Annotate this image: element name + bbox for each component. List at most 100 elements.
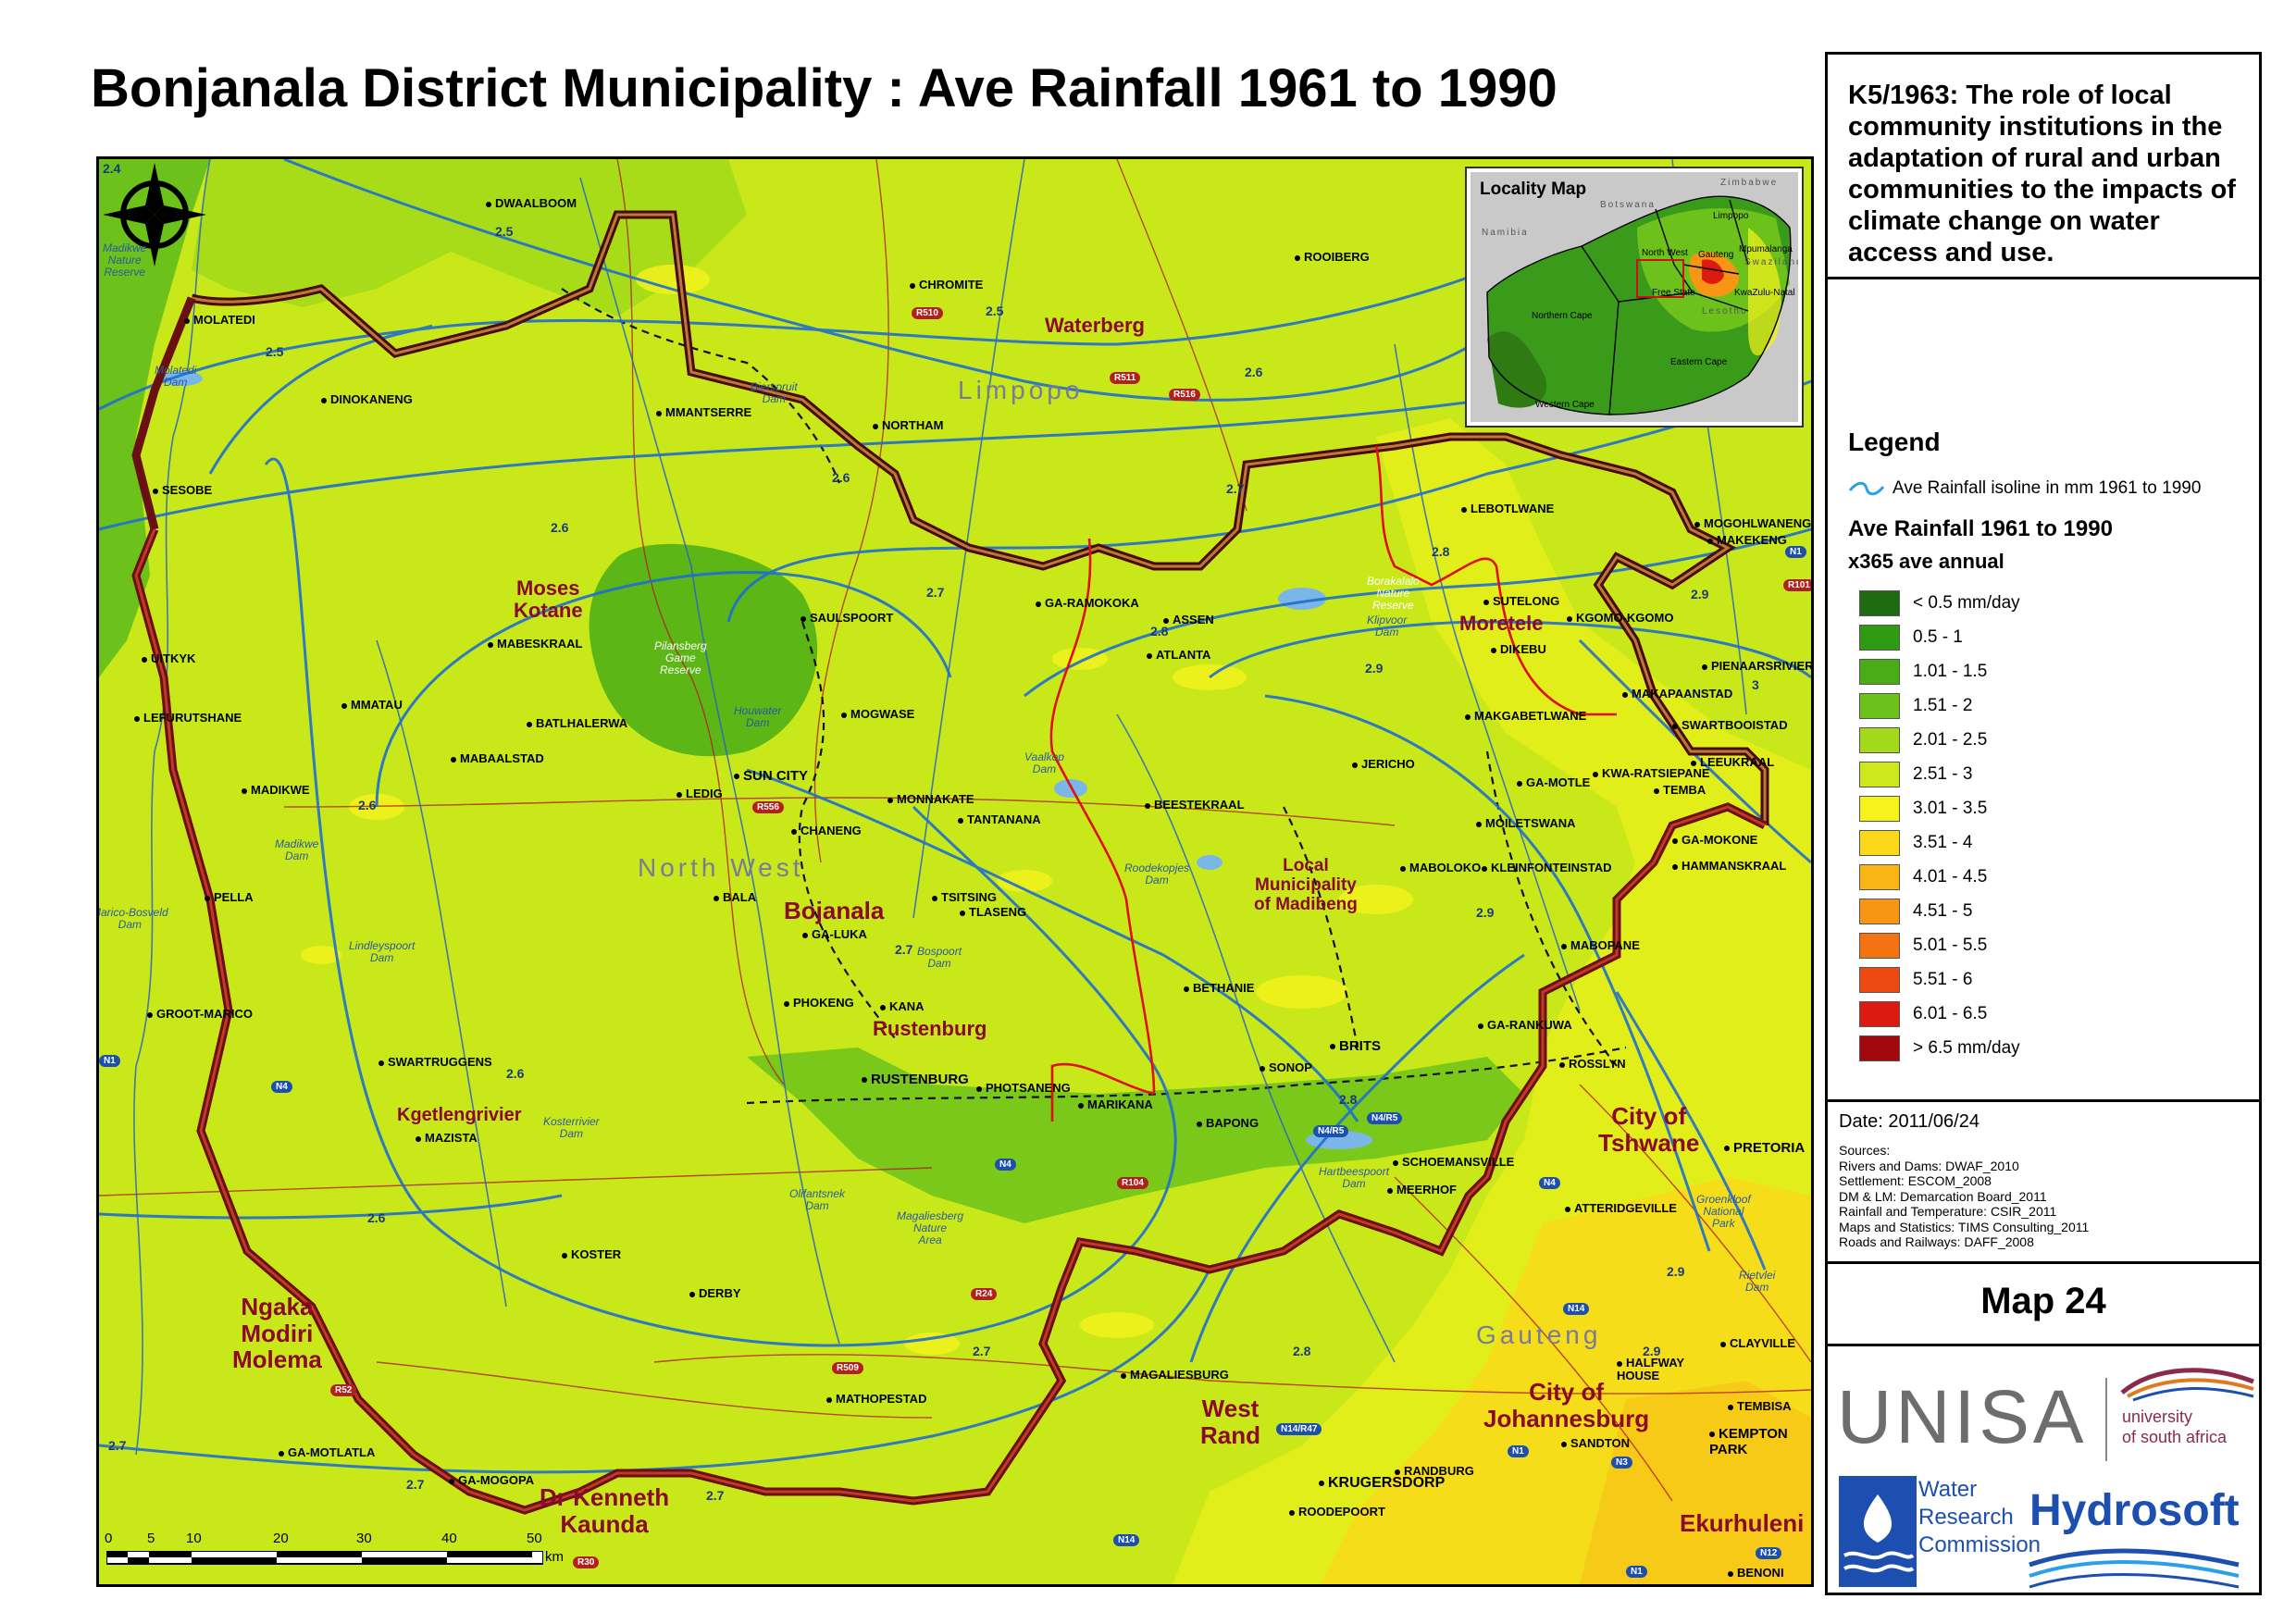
place-label: JERICHO	[1352, 757, 1415, 771]
legend-swatch	[1859, 830, 1900, 856]
isoline-label: 2.9	[1667, 1264, 1685, 1279]
place-label: KEMPTON PARK	[1709, 1426, 1788, 1457]
dam-label: Klipvoor Dam	[1367, 614, 1408, 639]
scale-bar: 0 5 10 20 30 40 50 km	[105, 1531, 564, 1577]
inset-label: Mpumalanga	[1739, 244, 1793, 254]
region-label: Moses Kotane	[514, 576, 583, 623]
legend-subtitle: Ave Rainfall 1961 to 1990	[1848, 516, 2113, 541]
place-label: MAKEKENG	[1707, 533, 1787, 547]
road-shield: N14	[1563, 1303, 1590, 1315]
place-label: ATTERIDGEVILLE	[1565, 1201, 1677, 1215]
isoline-label: 2.8	[1150, 624, 1169, 638]
region-label: Ekurhuleni	[1680, 1509, 1805, 1537]
hydrosoft-wave-icon	[2029, 1548, 2240, 1589]
unisa-swoosh-icon	[2120, 1368, 2254, 1402]
road-shield: R104	[1117, 1177, 1148, 1189]
region-label: City of Johannesburg	[1483, 1378, 1650, 1432]
legend-class-label: 1.01 - 1.5	[1913, 662, 1988, 682]
sources-list: Sources: Rivers and Dams: DWAF_2010 Sett…	[1839, 1143, 2089, 1250]
isoline-label: 2.5	[986, 304, 1004, 318]
legend-class-row: 5.01 - 5.5	[1859, 933, 1987, 962]
legend-class-row: 5.51 - 6	[1859, 967, 1972, 997]
place-label: PRETORIA	[1724, 1140, 1805, 1156]
isoline-label: 2.6	[367, 1210, 386, 1225]
place-label: CHROMITE	[910, 278, 983, 291]
map-frame[interactable]: Locality Map Botswana Namibia Zimbabwe L…	[96, 156, 1814, 1587]
region-label: Kgetlengrivier	[397, 1105, 522, 1125]
road-shield: N14	[1113, 1534, 1140, 1546]
legend-class-label: 1.51 - 2	[1913, 696, 1973, 716]
dam-label: Bospoort Dam	[917, 945, 962, 971]
isoline-label: 2.6	[551, 520, 569, 535]
legend-class-row: 3.51 - 4	[1859, 830, 1972, 860]
locality-inset-map[interactable]: Locality Map Botswana Namibia Zimbabwe L…	[1465, 167, 1804, 428]
place-label: GA-MOGOPA	[449, 1473, 534, 1487]
legend-class-label: 6.01 - 6.5	[1913, 1004, 1988, 1024]
place-label: DERBY	[689, 1286, 741, 1300]
legend-class-label: 4.51 - 5	[1913, 901, 1973, 922]
place-label: KGOMO-KGOMO	[1567, 611, 1673, 625]
wrc-logo-text: Water Research Commission	[1918, 1476, 2041, 1559]
road-shield: N4/R5	[1313, 1125, 1349, 1137]
legend-swatch	[1859, 625, 1900, 651]
legend-class-label: > 6.5 mm/day	[1913, 1038, 2020, 1059]
place-label: MABOPANE	[1561, 938, 1640, 952]
isoline-label: 2.7	[1226, 481, 1245, 496]
project-box: K5/1963: The role of local community ins…	[1828, 55, 2259, 279]
place-label: GA-RAMOKOKA	[1036, 596, 1139, 610]
place-label: BAPONG	[1197, 1116, 1259, 1130]
map-number-box: Map 24	[1828, 1264, 2259, 1346]
place-label: MMANTSERRE	[656, 405, 751, 419]
isoline-label: 2.6	[832, 470, 850, 485]
legend-heading: Legend	[1848, 428, 1941, 456]
place-label: HALFWAY HOUSE	[1617, 1356, 1685, 1383]
legend-class-label: 3.01 - 3.5	[1913, 799, 1988, 819]
map-date: Date: 2011/06/24	[1839, 1111, 1980, 1132]
place-label: MADIKWE	[242, 783, 310, 797]
place-label: NORTHAM	[873, 418, 943, 432]
place-label: ASSEN	[1163, 613, 1214, 626]
road-shield: N1	[1626, 1566, 1647, 1578]
place-label: MAZISTA	[416, 1131, 478, 1145]
isoline-label: 2.8	[1293, 1344, 1311, 1358]
legend-isoline-label: Ave Rainfall isoline in mm 1961 to 1990	[1893, 478, 2202, 498]
unisa-tagline-line: of south africa	[2122, 1427, 2228, 1446]
road-shield: N4	[271, 1081, 292, 1093]
legend-swatch	[1859, 1001, 1900, 1027]
place-label: TLASENG	[960, 905, 1026, 919]
unisa-logo: UNISA	[1837, 1375, 2088, 1459]
place-label: SWARTBOOISTAD	[1672, 718, 1788, 732]
place-label: TSITSING	[932, 890, 997, 904]
inset-label: Gauteng	[1698, 250, 1734, 260]
place-label: PIENAARSRIVIER	[1702, 659, 1811, 673]
project-description: K5/1963: The role of local community ins…	[1848, 81, 2236, 267]
isoline-label: 2.7	[895, 942, 913, 957]
place-label: MOLATEDI	[184, 313, 255, 327]
road-shield: R510	[912, 307, 943, 319]
place-label: MOGWASE	[841, 707, 914, 721]
legend-swatch	[1859, 727, 1900, 753]
reserve-label: Magaliesberg Nature Area	[897, 1209, 964, 1247]
dam-label: Vaalkop Dam	[1024, 750, 1064, 776]
scale-tick: 10	[186, 1531, 202, 1546]
legend-swatch	[1859, 1035, 1900, 1061]
legend-swatch	[1859, 796, 1900, 822]
dam-label: Houwater Dam	[734, 704, 782, 730]
inset-label: Swaziland	[1744, 257, 1802, 267]
road-shield: R30	[573, 1556, 600, 1568]
place-label: LEEUKRAAL	[1691, 755, 1774, 769]
place-label: SONOP	[1260, 1060, 1312, 1074]
place-label: GA-RANKUWA	[1478, 1018, 1572, 1032]
place-label: ATLANTA	[1147, 648, 1210, 662]
inset-map-graphic	[1471, 172, 1798, 422]
dam-label: Hartbeespoort Dam	[1319, 1165, 1390, 1191]
isoline-label: 2.5	[495, 224, 514, 239]
logo-divider	[2105, 1378, 2107, 1461]
place-label: HAMMANSKRAAL	[1672, 859, 1786, 873]
place-label: KWA-RATSIEPANE	[1593, 766, 1710, 780]
province-label: North West	[638, 853, 804, 882]
place-label: CHANENG	[791, 824, 862, 837]
place-label: SAULSPOORT	[800, 611, 893, 625]
road-shield: N1	[1508, 1445, 1529, 1457]
legend-class-label: 3.51 - 4	[1913, 833, 1973, 853]
